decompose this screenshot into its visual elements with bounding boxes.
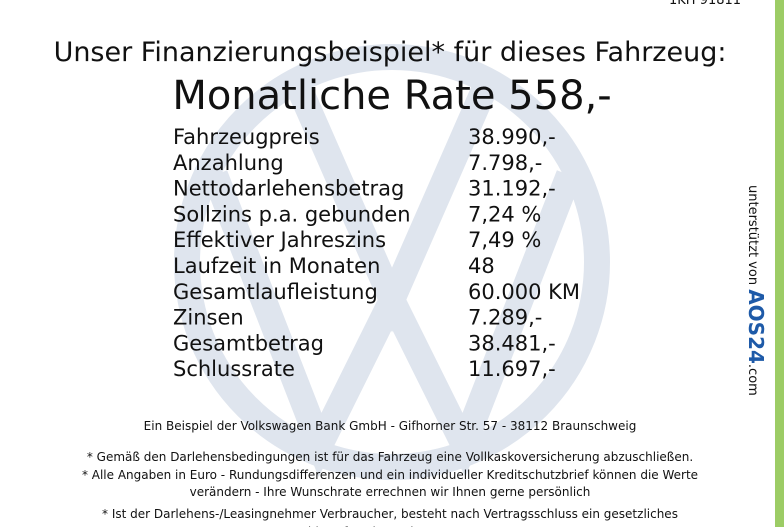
row-label: Sollzins p.a. gebunden [173,202,411,226]
row-value: 31.192,- [468,177,556,201]
row-value: 11.697,- [468,357,556,381]
row-label: Gesamtbetrag [173,331,324,355]
row-value: 38.481,- [468,331,556,355]
bank-line: Ein Beispiel der Volkswagen Bank GmbH - … [144,419,637,433]
row-label: Nettodarlehensbetrag [173,177,404,201]
green-border [775,0,784,527]
row-value: 60.000 KM [468,280,580,304]
side-brand: AOS24 [744,289,768,364]
finance-table: Fahrzeugpreis 38.990,- Anzahlung 7.798,- Net… [173,125,580,381]
row-value: 7,24 % [468,202,541,226]
rate: Monatliche Rate 558,- [172,73,611,119]
vw-logo [174,44,610,480]
side-suffix: .com [745,364,760,396]
footer-note: * Ist der Darlehens-/Leasingnehmer Verbr… [102,507,678,521]
row-label: Effektiver Jahreszins [173,228,386,252]
footer-note: verändern - Ihre Wunschrate errechnen wi… [190,485,591,499]
row-value: 7,49 % [468,228,541,252]
row-value: 7.798,- [468,151,542,175]
row-value: 7.289,- [468,306,542,330]
row-value: 48 [468,254,495,278]
footer-note: * Alle Angaben in Euro - Rundungsdiffere… [82,468,698,482]
footer-notes: * Gemäß den Darlehensbedingungen ist für… [82,450,698,531]
row-label: Gesamtlaufleistung [173,280,378,304]
row-value: 38.990,- [468,125,556,149]
vehicle-code: 1KH 91811 [669,0,741,8]
side-note: unterstützt von AOS24.com [744,185,768,396]
side-prefix: unterstützt von [745,185,760,289]
row-label: Zinsen [173,306,244,330]
row-label: Schlussrate [173,357,295,381]
footer-note: * Gemäß den Darlehensbedingungen ist für… [87,450,693,464]
row-label: Fahrzeugpreis [173,125,320,149]
row-label: Laufzeit in Monaten [173,254,380,278]
row-label: Anzahlung [173,151,284,175]
title: Unser Finanzierungsbeispiel* für dieses … [54,37,727,68]
